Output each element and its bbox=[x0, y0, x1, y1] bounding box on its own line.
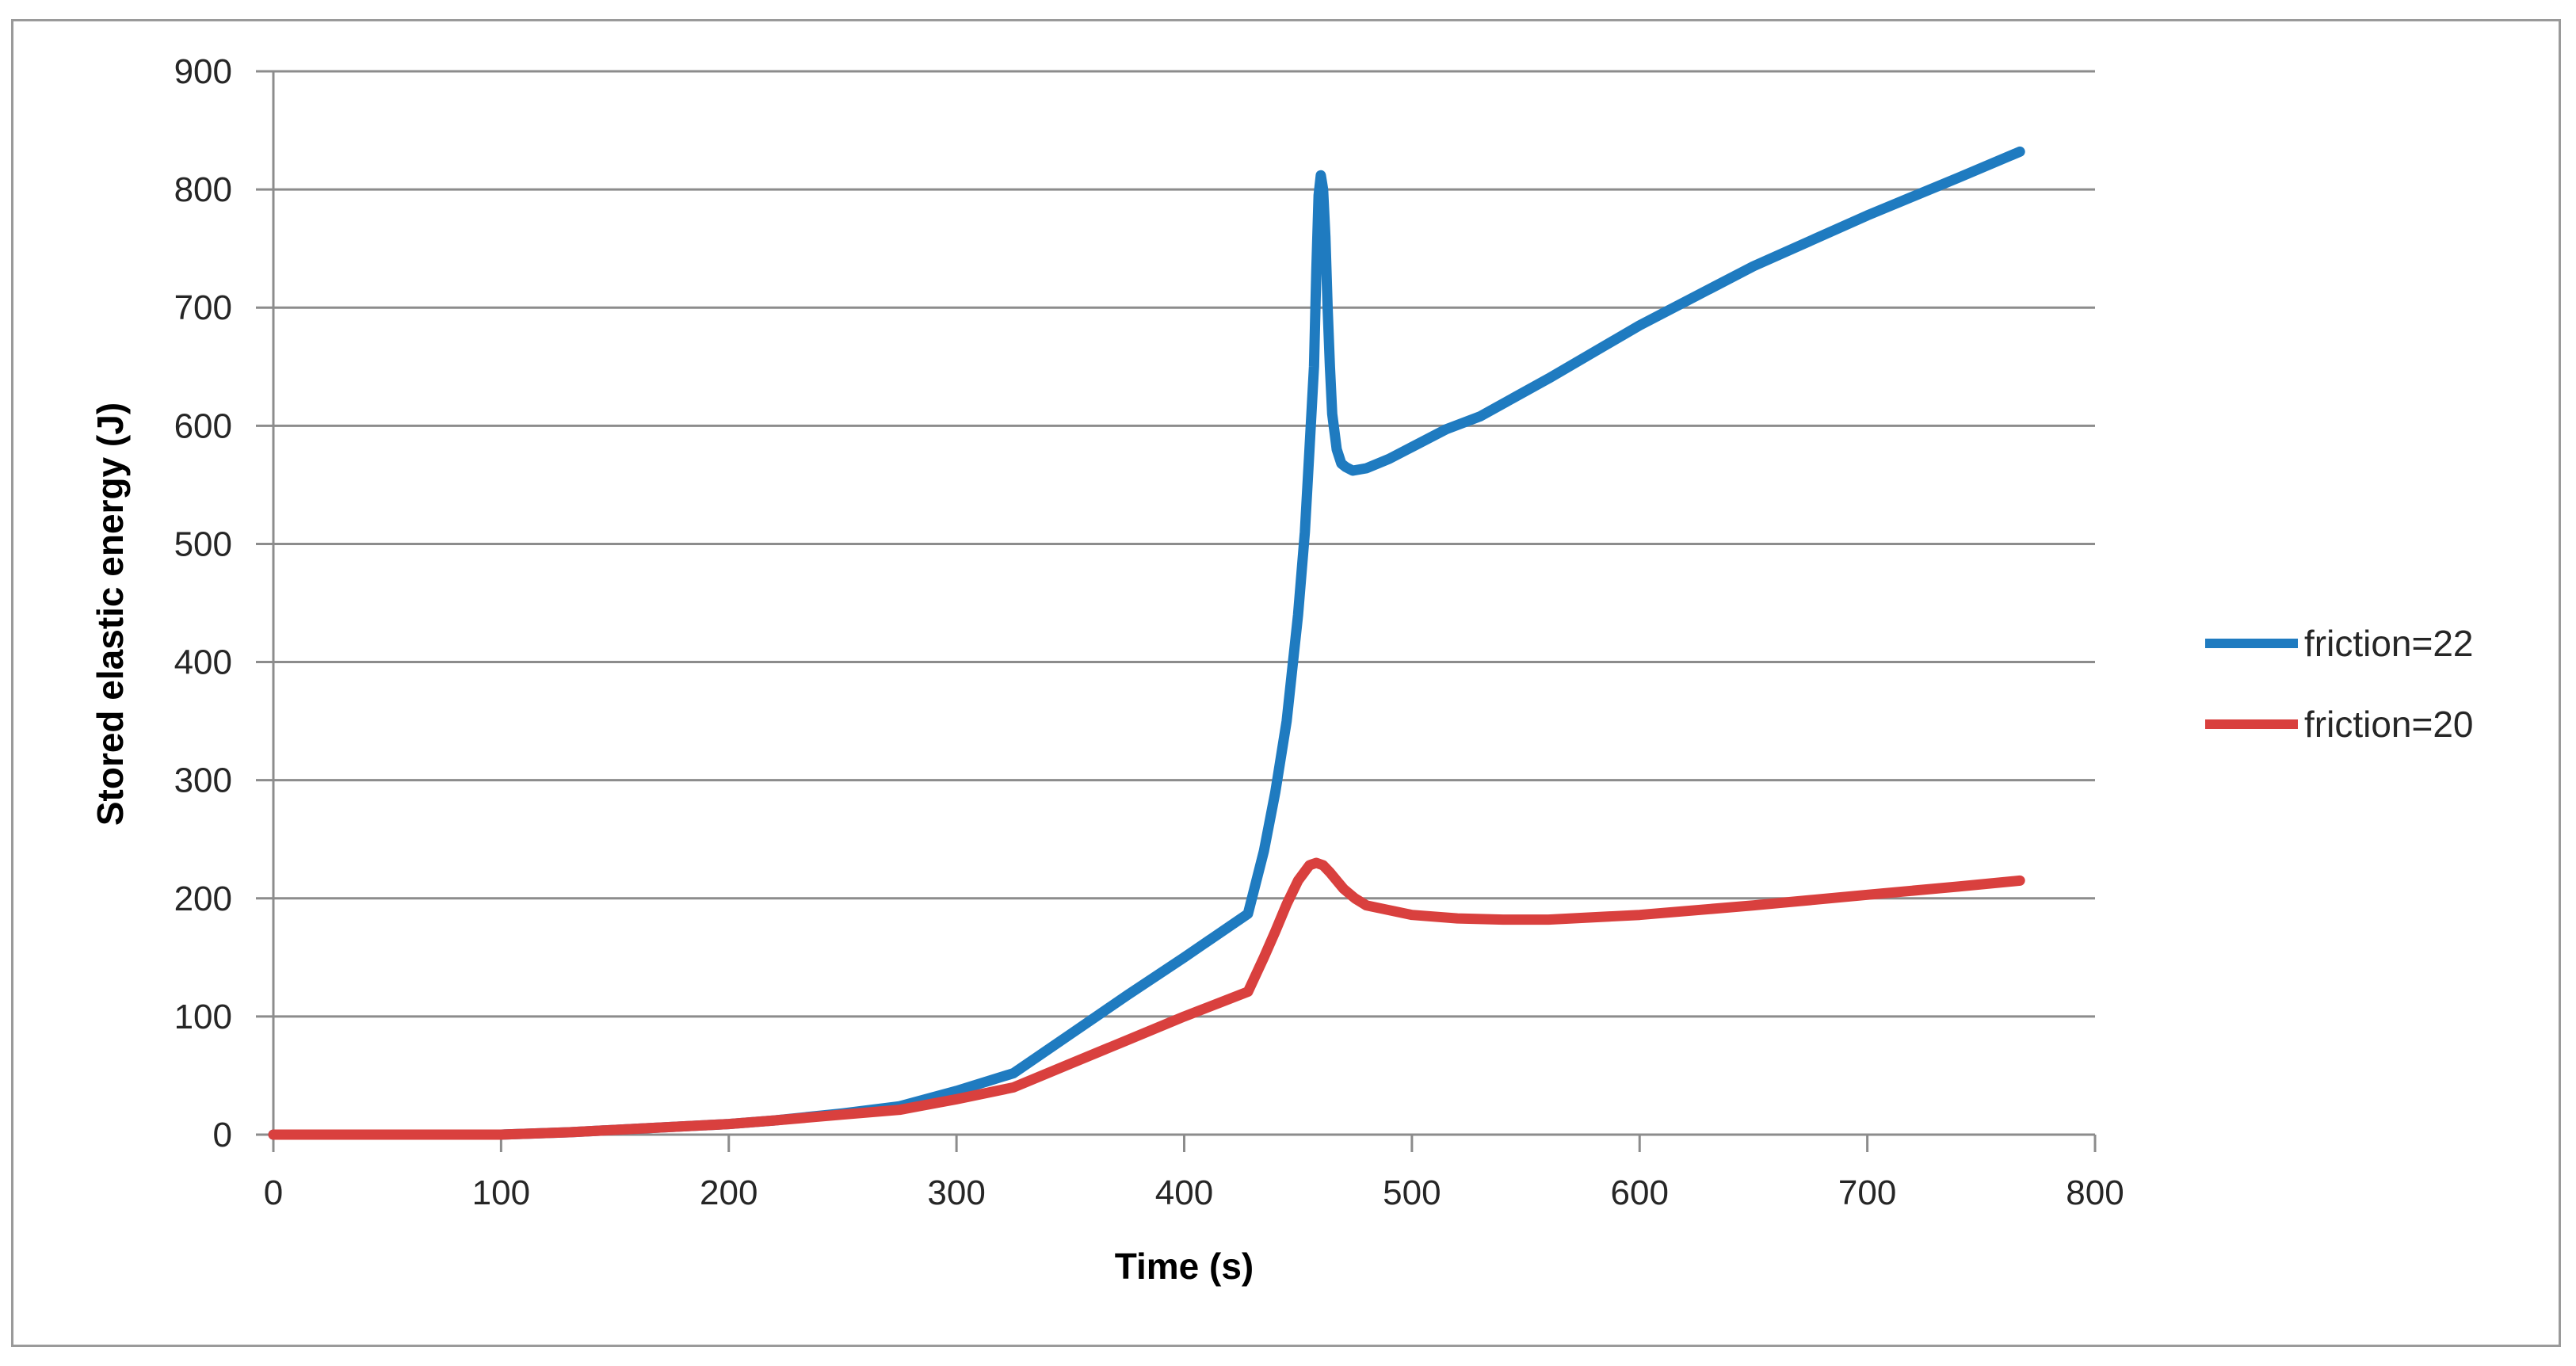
y-tick-label: 600 bbox=[174, 406, 232, 445]
x-tick-label: 800 bbox=[2066, 1173, 2124, 1212]
y-tick-label: 400 bbox=[174, 643, 232, 682]
x-tick-label: 100 bbox=[472, 1173, 530, 1212]
y-tick-label: 0 bbox=[213, 1116, 232, 1154]
x-tick-label: 300 bbox=[927, 1173, 985, 1212]
y-tick-label: 900 bbox=[174, 52, 232, 91]
y-tick-label: 800 bbox=[174, 170, 232, 209]
y-tick-label: 500 bbox=[174, 525, 232, 563]
y-tick-label: 100 bbox=[174, 998, 232, 1036]
x-tick-label: 400 bbox=[1155, 1173, 1213, 1212]
legend-label-friction-22: friction=22 bbox=[2304, 623, 2474, 664]
y-axis-title: Stored elastic energy (J) bbox=[90, 403, 131, 826]
gridlines bbox=[273, 70, 2095, 1018]
x-tick-label: 500 bbox=[1383, 1173, 1441, 1212]
series-lines bbox=[268, 146, 2025, 1140]
series-line-friction-22 bbox=[268, 146, 2025, 1140]
y-tick-label: 700 bbox=[174, 288, 232, 327]
x-axis-title: Time (s) bbox=[1115, 1246, 1254, 1287]
x-tick-labels: 0 100 200 300 400 500 600 700 800 bbox=[264, 1173, 2124, 1212]
x-tick-label: 0 bbox=[264, 1173, 283, 1212]
y-tick-label: 300 bbox=[174, 761, 232, 800]
legend: friction=22 friction=20 bbox=[2205, 623, 2474, 745]
y-tick-labels: 0 100 200 300 400 500 600 700 800 900 bbox=[174, 52, 232, 1154]
x-tick-label: 700 bbox=[1838, 1173, 1896, 1212]
series-line-friction-20 bbox=[268, 857, 2025, 1140]
x-tick-label: 200 bbox=[700, 1173, 758, 1212]
y-tick-label: 200 bbox=[174, 880, 232, 918]
x-tick-label: 600 bbox=[1611, 1173, 1669, 1212]
legend-label-friction-20: friction=20 bbox=[2304, 704, 2474, 745]
